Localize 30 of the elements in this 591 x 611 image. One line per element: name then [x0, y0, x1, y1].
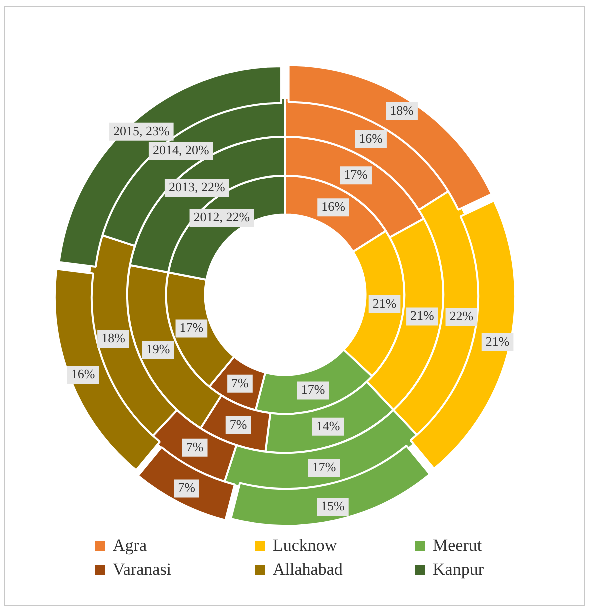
data-label: 7% — [232, 375, 250, 390]
data-label: 17% — [180, 320, 204, 336]
data-label: 22% — [450, 308, 474, 324]
data-label: 17% — [344, 167, 368, 182]
legend-label: Allahabad — [273, 560, 343, 580]
data-label: 2014, 20% — [152, 142, 210, 158]
legend-label: Meerut — [433, 536, 482, 556]
data-label: 18% — [102, 330, 126, 346]
data-label: 16% — [322, 199, 346, 214]
data-label: 2013, 22% — [168, 180, 226, 195]
data-label: 19% — [146, 341, 170, 356]
legend-label: Lucknow — [273, 536, 338, 556]
data-label: 7% — [178, 480, 196, 496]
data-label: 7% — [230, 416, 248, 432]
legend-label: Kanpur — [433, 560, 484, 580]
data-label: 2015, 23% — [113, 123, 170, 138]
data-label: 14% — [316, 418, 340, 434]
data-label: 15% — [321, 498, 346, 514]
data-label: 2012, 22% — [194, 210, 250, 225]
legend-label: Varanasi — [113, 560, 172, 580]
data-label: 21% — [372, 296, 397, 311]
data-label: 21% — [410, 308, 435, 324]
data-label: 16% — [71, 366, 96, 382]
data-label: 21% — [486, 334, 510, 349]
data-label: 17% — [312, 460, 336, 475]
data-label: 18% — [390, 102, 414, 118]
legend-label: Agra — [113, 536, 147, 556]
data-label: 7% — [186, 439, 204, 454]
data-label: 16% — [359, 130, 384, 146]
data-label: 17% — [301, 382, 326, 398]
